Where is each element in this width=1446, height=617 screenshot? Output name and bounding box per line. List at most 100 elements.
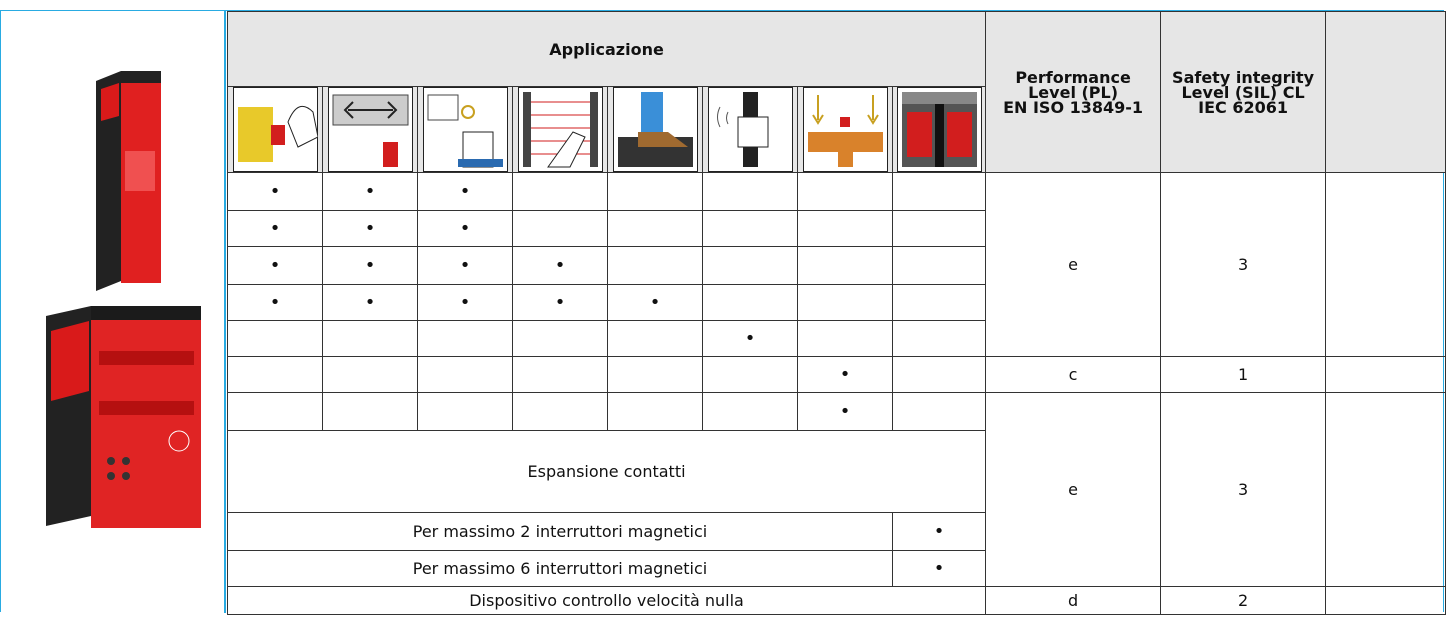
icon-cell: [417, 86, 513, 173]
data-row: • • • • •: [227, 284, 1446, 321]
cell-text: •: [554, 292, 566, 313]
application-icon: [802, 87, 888, 172]
mark-cell: [322, 392, 418, 431]
sil-value: 3: [1160, 172, 1327, 357]
mark-cell: [891, 392, 987, 431]
mark-cell: [417, 320, 513, 357]
icon-cell: [891, 86, 987, 173]
mark-cell: [891, 210, 987, 247]
header-empty: [1325, 11, 1446, 173]
mark-cell: •: [322, 246, 418, 285]
mark-cell: [797, 320, 893, 357]
mark-cell: •: [417, 172, 513, 211]
product-illustration: [46, 71, 201, 528]
mark-cell: [797, 210, 893, 247]
mark-cell: [702, 246, 798, 285]
data-row: Dispositivo controllo velocità nulla d 2: [226, 586, 1446, 615]
mark-cell: •: [417, 284, 513, 321]
sil-value: 1: [1160, 356, 1327, 393]
row-label: Espansione contatti: [226, 430, 987, 513]
mark-cell: [512, 210, 608, 247]
cell-text: IEC 62061: [1198, 97, 1288, 117]
cell-text: •: [933, 521, 945, 542]
icon-row: [227, 86, 1446, 173]
mark-cell: •: [417, 246, 513, 285]
empty-cell: [1325, 586, 1446, 615]
data-row: • e 3: [227, 392, 1446, 587]
mark-cell: [891, 284, 987, 321]
mark-cell: [702, 392, 798, 431]
device-large: [46, 306, 201, 528]
mark-cell: [227, 392, 323, 431]
mark-cell: [797, 172, 893, 211]
cell-text: Performance: [1015, 67, 1131, 87]
row-label: Per massimo 2 interruttori magnetici: [227, 512, 893, 551]
pl-value: e: [985, 392, 1162, 587]
data-row: •: [227, 320, 1446, 357]
mark-cell: [607, 246, 703, 285]
mark-cell: [512, 172, 608, 211]
mark-cell: [797, 284, 893, 321]
cell-text: e: [1068, 255, 1078, 274]
mark-cell: [607, 172, 703, 211]
cell-text: •: [364, 218, 376, 239]
product-image: [1, 11, 226, 613]
mark-cell: [322, 320, 418, 357]
row-label: Dispositivo controllo velocità nulla: [226, 586, 987, 615]
cell-text: •: [554, 255, 566, 276]
header-pl: Performance Level (PL) EN ISO 13849-1: [985, 11, 1162, 173]
mark-cell: •: [512, 284, 608, 321]
application-icon: [707, 87, 793, 172]
mark-cell: •: [417, 210, 513, 247]
cell-text: Applicazione: [549, 39, 664, 59]
mark-cell: •: [227, 246, 323, 285]
data-row: • • • e 3: [227, 172, 1446, 357]
row-label: Per massimo 6 interruttori magnetici: [227, 550, 893, 587]
cell-text: •: [459, 181, 471, 202]
mark-cell: [607, 320, 703, 357]
device-small: [96, 71, 161, 291]
mark-cell: [417, 392, 513, 431]
cell-text: d: [1068, 591, 1079, 610]
mark-cell: [702, 210, 798, 247]
cell-text: •: [364, 292, 376, 313]
cell-text: 1: [1237, 365, 1249, 384]
cell-text: e: [1068, 480, 1078, 499]
data-row: • • • •: [227, 246, 1446, 285]
cell-text: •: [744, 328, 756, 349]
cell-text: Level (SIL) CL: [1181, 82, 1305, 102]
cell-text: •: [933, 558, 945, 579]
application-icon: [232, 87, 318, 172]
pl-value: e: [985, 172, 1162, 357]
empty-cell: [1325, 392, 1446, 587]
frame: Applicazione Performance Level (PL) EN ISO …: [0, 10, 1446, 615]
mark-cell: •: [227, 284, 323, 321]
pl-value: d: [985, 586, 1162, 615]
mark-cell: [417, 356, 513, 393]
icon-cell: [227, 86, 323, 173]
cell-text: •: [459, 255, 471, 276]
application-icon: [327, 87, 413, 172]
cell-text: 3: [1237, 255, 1249, 274]
icon-cell: [512, 86, 608, 173]
mark-cell: [891, 356, 987, 393]
mark-cell: •: [322, 284, 418, 321]
mark-cell: •: [227, 210, 323, 247]
mark-cell: [702, 172, 798, 211]
data-row: • c 1: [227, 356, 1446, 393]
mark-cell: [512, 356, 608, 393]
application-table: Applicazione Performance Level (PL) EN ISO …: [226, 11, 1446, 615]
icon-cell: [797, 86, 893, 173]
cell-text: Safety integrity: [1172, 67, 1315, 87]
icon-cell: [702, 86, 798, 173]
mark-cell: [797, 246, 893, 285]
header-row: Applicazione Performance Level (PL) EN ISO …: [226, 11, 1446, 173]
data-row: Espansione contatti: [226, 430, 1446, 513]
mark-cell: •: [607, 284, 703, 321]
empty-cell: [1325, 356, 1446, 393]
mark-cell: •: [322, 172, 418, 211]
mark-cell: •: [322, 210, 418, 247]
mark-cell: [607, 392, 703, 431]
cell-text: •: [269, 292, 281, 313]
